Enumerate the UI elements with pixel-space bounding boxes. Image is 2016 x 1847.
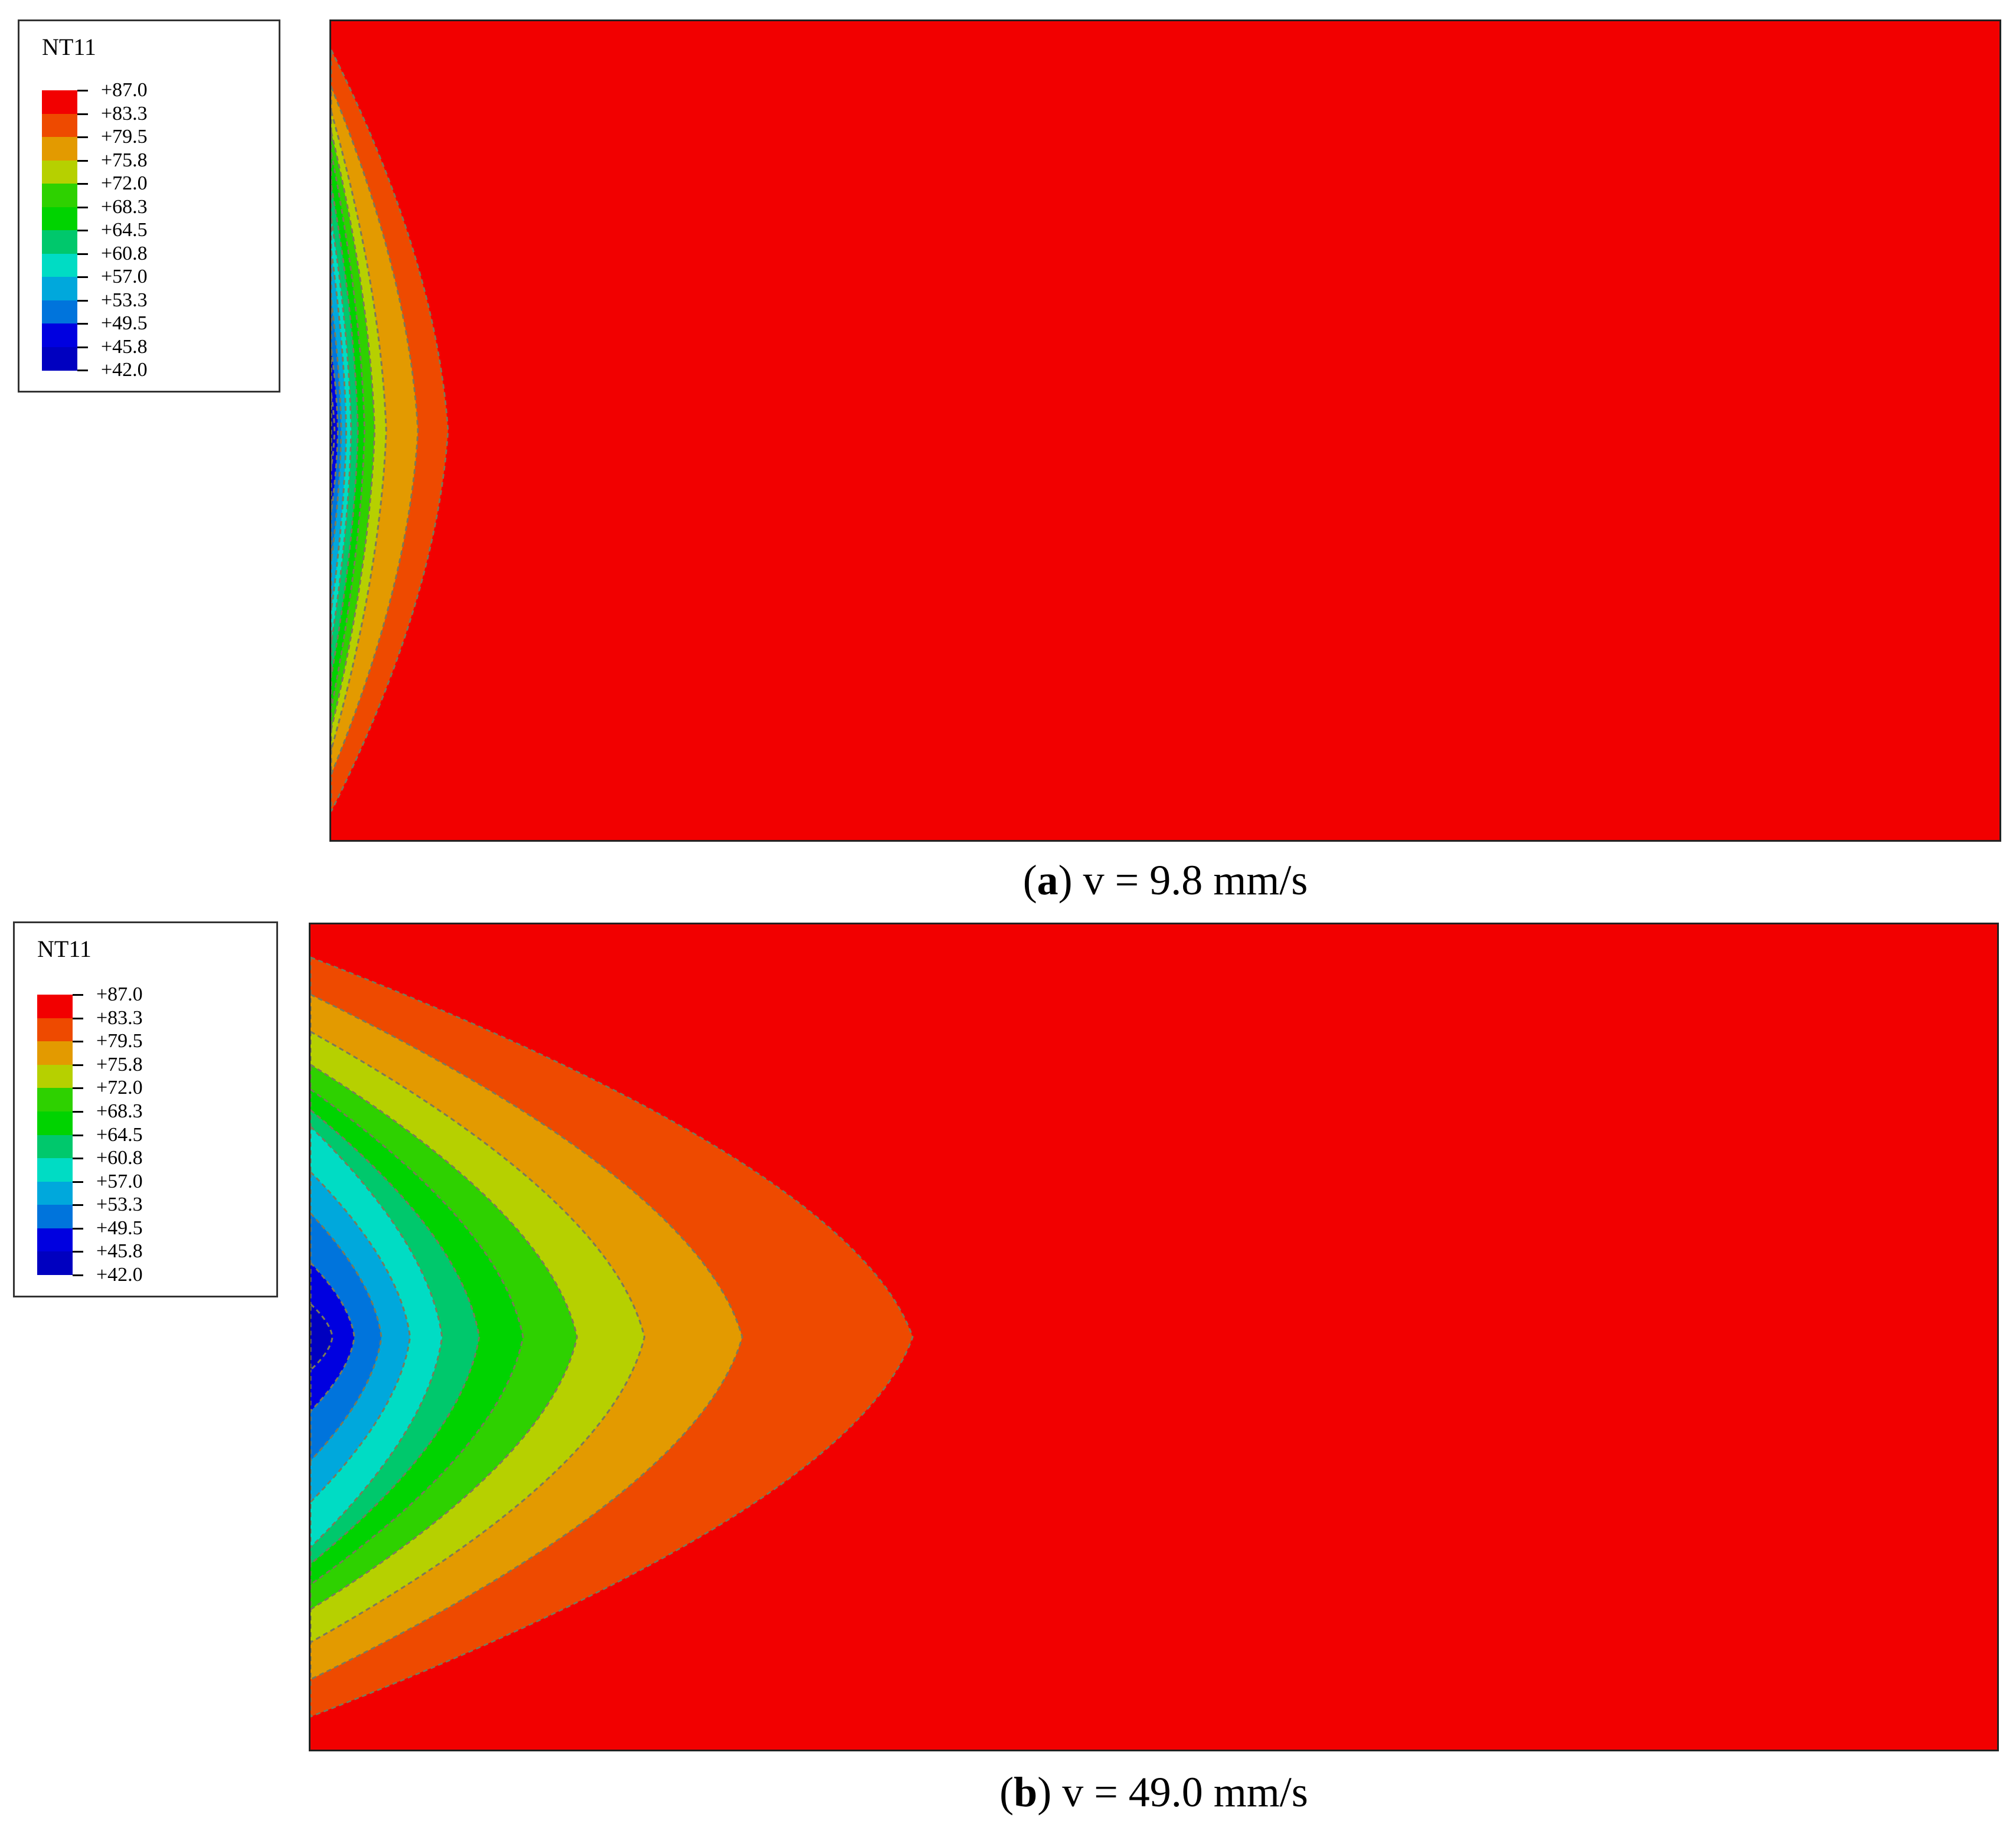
legend-swatch [42, 113, 77, 138]
legend-level-label: +68.3 [96, 1100, 143, 1122]
legend-tick [73, 1017, 83, 1019]
contour-band [311, 1303, 334, 1371]
legend-tick [77, 253, 88, 255]
legend-tick [77, 370, 88, 371]
legend-tick [73, 1158, 83, 1160]
legend-level-label: +45.8 [96, 1240, 143, 1263]
panel-caption: (b) v = 49.0 mm/s [999, 1768, 1308, 1816]
legend-level-label: +53.3 [96, 1194, 143, 1216]
legend-tick [77, 323, 88, 325]
legend-swatch [42, 277, 77, 300]
legend-level-label: +42.0 [96, 1264, 143, 1286]
legend-swatch [42, 184, 77, 207]
legend-swatch [42, 300, 77, 324]
legend-swatch [37, 1181, 73, 1205]
legend-tick [73, 994, 83, 996]
legend-level-label: +64.5 [101, 219, 148, 241]
legend-tick [73, 1181, 83, 1183]
legend-swatch [37, 1064, 73, 1088]
color-legend: NT11 +87.0 +83.3 +79.5 +75.8 +72.0 +68.3 +64.5… [18, 19, 280, 393]
legend-level-label: +53.3 [101, 289, 148, 311]
legend-swatch [37, 1041, 73, 1065]
legend-swatch [37, 1111, 73, 1135]
legend-level-label: +87.0 [96, 983, 143, 1005]
legend-tick [73, 1087, 83, 1090]
legend-tick [77, 90, 88, 91]
legend-level-label: +79.5 [96, 1030, 143, 1052]
panel-label: a [1037, 857, 1058, 904]
legend-swatch [37, 1251, 73, 1276]
temperature-contour-plot [309, 923, 1999, 1751]
legend-level-label: +42.0 [101, 359, 148, 381]
legend-color-bar [42, 90, 77, 371]
legend-swatch [42, 230, 77, 254]
legend-title: NT11 [37, 936, 92, 962]
legend-swatch [37, 1158, 73, 1182]
panel-caption-text: v = 9.8 mm/s [1083, 857, 1308, 904]
legend-tick [77, 299, 88, 302]
legend-level-label: +49.5 [96, 1217, 143, 1239]
legend-swatch [42, 90, 77, 114]
legend-level-label: +45.8 [101, 335, 148, 358]
legend-level-label: +64.5 [96, 1123, 143, 1146]
legend-swatch [37, 995, 73, 1019]
legend-tick [77, 346, 88, 348]
legend-level-label: +79.5 [101, 126, 148, 148]
legend-swatch [37, 1228, 73, 1252]
legend-level-label: +72.0 [96, 1077, 143, 1099]
legend-tick [73, 1064, 83, 1066]
contour-panel-b: NT11 +87.0 +83.3 +79.5 +75.8 +72.0 +68.3 +64.5… [0, 903, 2016, 1847]
legend-tick [73, 1110, 83, 1113]
legend-swatch [42, 137, 77, 161]
legend-tick [73, 1204, 83, 1207]
contour-panel-a: NT11 +87.0 +83.3 +79.5 +75.8 +72.0 +68.3 +64.5… [0, 0, 2016, 921]
legend-tick [77, 159, 88, 162]
legend-level-label: +75.8 [96, 1053, 143, 1075]
panel-caption: (a) v = 9.8 mm/s [1022, 857, 1308, 904]
legend-swatch [37, 1205, 73, 1229]
legend-level-label: +68.3 [101, 195, 148, 218]
legend-level-label: +75.8 [101, 149, 148, 171]
color-legend: NT11 +87.0 +83.3 +79.5 +75.8 +72.0 +68.3 +64.5… [13, 921, 278, 1297]
legend-tick [77, 113, 88, 115]
legend-tick [77, 183, 88, 185]
legend-tick [73, 1251, 83, 1253]
legend-swatch [42, 160, 77, 184]
legend-swatch [37, 1135, 73, 1159]
contour-background [331, 21, 1999, 840]
legend-level-label: +60.8 [96, 1147, 143, 1169]
legend-swatch [42, 253, 77, 277]
legend-tick [77, 136, 88, 138]
legend-level-label: +57.0 [96, 1170, 143, 1192]
contour-band [331, 393, 336, 468]
legend-level-label: +83.3 [101, 102, 148, 125]
legend-swatch [37, 1088, 73, 1112]
contour-svg [311, 924, 1997, 1750]
legend-level-label: +60.8 [101, 242, 148, 264]
legend-tick [73, 1134, 83, 1136]
legend-level-label: +49.5 [101, 312, 148, 334]
legend-tick [73, 1274, 83, 1276]
legend-level-label: +87.0 [101, 79, 148, 101]
legend-tick [77, 230, 88, 231]
legend-level-label: +57.0 [101, 266, 148, 287]
legend-swatch [37, 1018, 73, 1042]
legend-tick [77, 206, 88, 208]
panel-label: b [1014, 1768, 1038, 1816]
legend-tick [73, 1041, 83, 1043]
legend-swatch [42, 207, 77, 231]
panel-caption-text: v = 49.0 mm/s [1062, 1768, 1308, 1816]
legend-color-bar [37, 995, 73, 1276]
legend-swatch [42, 346, 77, 371]
legend-swatch [42, 323, 77, 347]
legend-tick [77, 276, 88, 278]
legend-title: NT11 [42, 34, 96, 60]
contour-svg [331, 21, 1999, 840]
temperature-contour-plot [329, 19, 2001, 842]
legend-tick [73, 1227, 83, 1230]
legend-level-label: +72.0 [101, 172, 148, 194]
legend-level-label: +83.3 [96, 1006, 143, 1029]
